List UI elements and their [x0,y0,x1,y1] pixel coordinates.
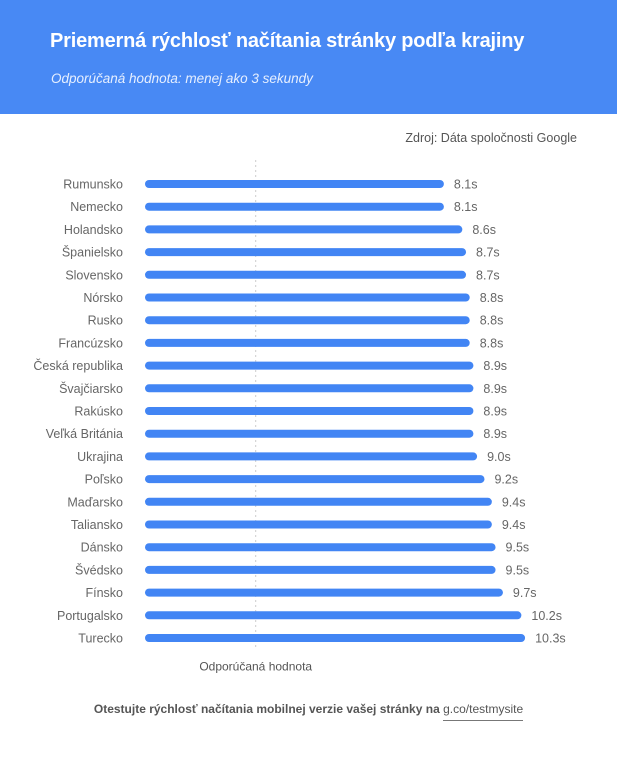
bar [145,180,444,188]
footer: Otestujte rýchlosť načítania mobilnej ve… [0,702,617,721]
value-label: 8.7s [476,268,500,282]
value-label: 8.9s [483,427,507,441]
value-label: 9.5s [506,563,530,577]
bar [145,361,474,370]
bar [145,452,478,461]
bar [145,202,444,211]
value-label: 8.9s [483,359,507,373]
value-label: 8.8s [480,314,504,328]
category-label: Nórsko [83,291,123,305]
value-label: 9.0s [487,450,511,464]
bar [145,497,492,506]
page-title: Priemerná rýchlosť načítania stránky pod… [50,30,525,52]
bar [145,429,474,438]
value-label: 8.9s [483,382,507,396]
category-label: Česká republika [33,358,123,373]
category-label: Poľsko [85,473,123,487]
bar [145,316,470,325]
footer-text: Otestujte rýchlosť načítania mobilnej ve… [93,702,440,716]
category-label: Švédsko [75,562,123,577]
value-label: 10.2s [531,609,562,623]
bar [145,407,474,415]
value-label: 8.1s [454,200,478,214]
header-banner: Priemerná rýchlosť načítania stránky pod… [0,0,617,114]
category-label: Rakúsko [74,405,123,419]
bar [145,543,496,552]
value-label: 8.8s [480,291,504,305]
value-label: 8.1s [454,178,478,192]
category-label: Portugalsko [57,609,123,623]
bar [145,338,470,347]
category-label: Veľká Británia [46,427,123,441]
category-label: Francúzsko [58,336,123,350]
category-label: Švajčiarsko [59,381,123,396]
value-label: 9.5s [506,541,530,555]
bar [145,248,467,257]
bar [145,475,485,484]
value-label: 8.6s [472,223,496,237]
footer-link[interactable]: g.co/testmysite [443,702,524,721]
category-label: Fínsko [85,586,123,600]
category-label: Rusko [88,314,123,328]
bar [145,565,496,574]
category-label: Nemecko [70,200,123,214]
category-label: Ukrajina [77,450,123,464]
bar [145,588,503,597]
bar [145,384,474,393]
reference-line-label: Odporúčaná hodnota [199,660,312,674]
value-label: 8.7s [476,246,500,260]
bar [145,634,526,642]
bar [145,293,470,302]
category-label: Maďarsko [67,495,123,509]
category-label: Rumunsko [63,178,123,192]
bar [145,270,467,279]
category-label: Taliansko [71,518,123,532]
category-label: Španielsko [62,245,123,260]
value-label: 8.9s [483,405,507,419]
value-label: 9.4s [502,495,526,509]
value-label: 9.4s [502,518,526,532]
category-label: Dánsko [81,541,123,555]
value-label: 9.7s [513,586,537,600]
value-label: 8.8s [480,336,504,350]
source-note: Zdroj: Dáta spoločnosti Google [405,131,577,145]
bar-chart: Odporúčaná hodnota Rumunsko 8.1s Nemecko 8.1… [33,160,566,674]
category-label: Holandsko [64,223,123,237]
value-label: 9.2s [494,473,518,487]
category-label: Slovensko [65,268,123,282]
value-label: 10.3s [535,632,566,646]
page-subtitle: Odporúčaná hodnota: menej ako 3 sekundy [51,71,313,86]
bar [145,520,492,529]
bar [145,611,522,620]
category-label: Turecko [78,632,123,646]
bar [145,225,463,234]
